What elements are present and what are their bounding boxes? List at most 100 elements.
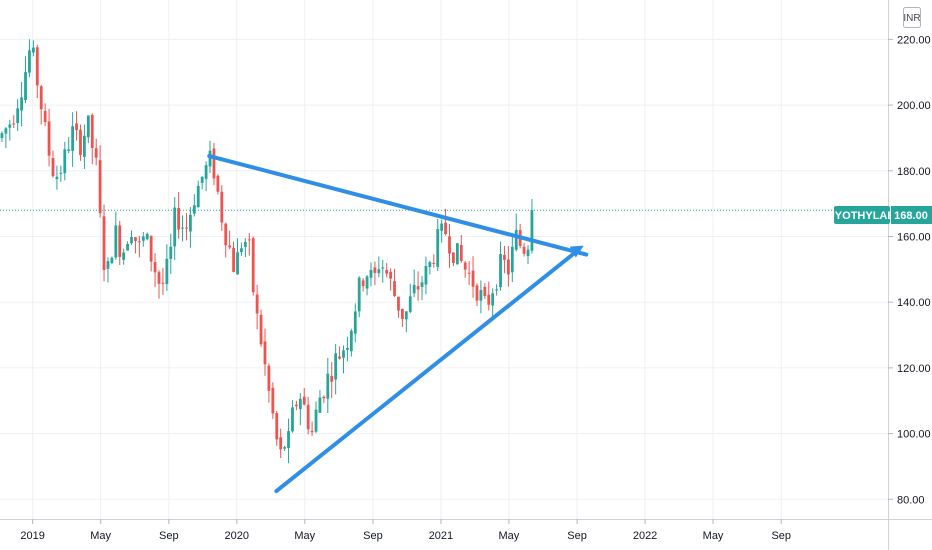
trendlines[interactable]	[207, 154, 589, 494]
candle-body	[59, 172, 63, 174]
candle	[169, 233, 173, 274]
y-tick-label: 200.00	[897, 100, 931, 112]
candle-body	[149, 235, 153, 262]
candle-body	[220, 191, 224, 223]
candle	[0, 131, 4, 143]
candle	[126, 241, 129, 251]
candle	[122, 248, 126, 265]
candle	[279, 428, 283, 459]
candle-body	[71, 126, 75, 151]
candle-body	[0, 133, 4, 139]
candle-body	[412, 284, 416, 294]
candle-body	[361, 280, 365, 287]
candle-body	[83, 135, 86, 157]
candle	[463, 261, 467, 278]
candle	[428, 260, 432, 275]
candle-body	[487, 294, 491, 305]
candle	[330, 362, 334, 399]
candle-body	[259, 314, 263, 345]
y-tick-label: 160.00	[897, 232, 931, 244]
candle	[228, 230, 232, 250]
time-axis[interactable]: 2019 May Sep 2020 May Sep 2021 May Sep 2022 May Sep	[20, 519, 791, 542]
candle-body	[334, 353, 338, 380]
candle	[181, 215, 184, 242]
candle	[483, 283, 487, 299]
y-tick-label: 140.00	[897, 297, 931, 309]
candle	[302, 387, 306, 406]
candle-body	[16, 108, 20, 124]
candle-body	[510, 246, 514, 273]
candle-body	[98, 160, 102, 214]
candle-body	[236, 252, 239, 275]
candle	[369, 262, 373, 287]
candle	[346, 336, 349, 362]
candle	[39, 85, 43, 125]
candle	[424, 256, 428, 295]
currency-badge[interactable]: INR	[903, 7, 921, 28]
symbol-name: JYOTHYLAB	[829, 210, 896, 222]
candle	[298, 393, 302, 426]
candle	[522, 242, 526, 257]
candle	[510, 235, 514, 282]
candle-body	[436, 229, 440, 267]
candle-body	[232, 248, 235, 272]
candle-body	[459, 245, 463, 261]
candle-body	[318, 397, 322, 413]
candle	[247, 233, 251, 256]
candle	[188, 207, 192, 248]
candle-body	[145, 233, 149, 240]
candle	[283, 445, 287, 451]
candle-body	[330, 375, 334, 382]
x-tick-label: Sep	[771, 530, 791, 542]
candle	[83, 124, 86, 169]
trendline-lower[interactable]	[274, 247, 581, 494]
candle	[526, 245, 530, 265]
candle	[67, 137, 71, 154]
candle-body	[310, 430, 314, 433]
candle	[236, 238, 239, 275]
candle-body	[67, 149, 71, 151]
candle	[479, 280, 483, 314]
candle-body	[298, 398, 302, 410]
candle	[204, 161, 208, 192]
candle	[487, 281, 491, 311]
symbol-price-label: JYOTHYLAB 168.00	[829, 206, 932, 224]
candle-body	[294, 404, 298, 407]
candle	[361, 278, 365, 292]
x-tick-label: 2022	[633, 530, 657, 542]
candle	[412, 269, 416, 298]
candle	[157, 270, 161, 299]
candle	[420, 276, 424, 300]
candle	[31, 40, 35, 57]
last-price-bg	[891, 206, 932, 224]
candle-body	[247, 239, 251, 241]
candle	[506, 246, 510, 287]
candle	[503, 245, 506, 274]
candle	[400, 308, 404, 328]
candle-body	[365, 276, 369, 289]
candle	[440, 219, 444, 243]
candle-body	[134, 237, 137, 242]
candle	[200, 176, 204, 190]
candle-body	[530, 210, 534, 251]
candle	[86, 115, 90, 144]
candle-body	[491, 293, 495, 306]
candle	[459, 235, 463, 263]
candle-body	[63, 149, 67, 174]
trendline-upper[interactable]	[207, 154, 589, 257]
candle	[444, 208, 447, 236]
candle-body	[467, 272, 471, 274]
candle	[314, 401, 318, 434]
candle	[408, 283, 412, 314]
candle-body	[39, 86, 43, 110]
candle-body	[12, 123, 16, 125]
candle-body	[165, 258, 169, 285]
candle-body	[338, 356, 341, 359]
candle	[291, 400, 294, 433]
candle	[499, 241, 502, 291]
candle-body	[192, 205, 196, 214]
candle-body	[106, 261, 110, 269]
candle	[28, 39, 31, 78]
price-axis[interactable]: 80.00 100.00 120.00 140.00 160.00 180.00 200.0…	[888, 34, 931, 506]
